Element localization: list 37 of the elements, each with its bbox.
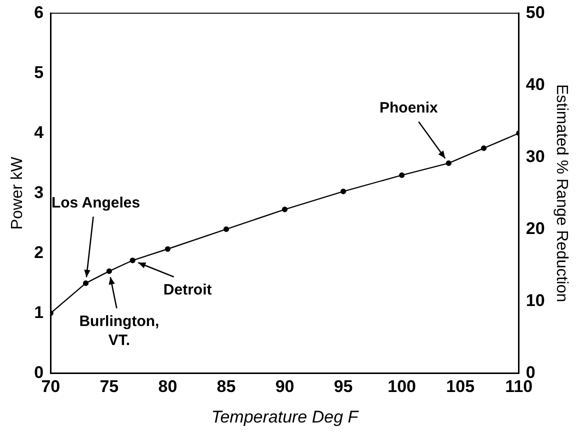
y-axis-title: Power kW — [9, 156, 26, 230]
y2-tick-label: 10 — [526, 290, 545, 310]
point — [223, 226, 230, 232]
point — [164, 246, 171, 252]
annotation: Burlington, VT. — [79, 312, 160, 349]
y2-axis-title: Estimated % Range Reduction — [552, 84, 570, 302]
x-axis-title: Temperature Deg F — [211, 408, 360, 427]
y2-tick-label: 40 — [526, 74, 545, 94]
y2-tick-label: 50 — [526, 2, 545, 22]
x-tick-label: 85 — [216, 377, 236, 396]
annotation: Phoenix — [379, 99, 438, 116]
x-tick-label: 90 — [275, 377, 294, 396]
x-tick-label: 105 — [446, 377, 475, 396]
y-tick-label: 1 — [34, 302, 44, 322]
y-tick-label: 5 — [34, 62, 44, 82]
x-tick-label: 110 — [505, 377, 533, 396]
x-tick-label: 80 — [158, 377, 178, 396]
x-tick-label: 95 — [334, 377, 353, 396]
y-tick-label: 6 — [34, 2, 44, 22]
point — [106, 268, 112, 274]
point — [446, 160, 452, 166]
x-tick-label: 100 — [388, 377, 416, 396]
y-tick-label: 2 — [34, 242, 44, 262]
point — [282, 206, 288, 212]
annotation: Detroit — [163, 282, 212, 299]
y2-tick-label: 30 — [526, 146, 545, 166]
point — [130, 258, 136, 264]
point — [399, 172, 405, 178]
point — [480, 145, 487, 151]
y-tick-label: 3 — [34, 182, 44, 202]
annotation: Los Angeles — [51, 194, 140, 212]
x-tick-label: 75 — [100, 377, 119, 396]
x-tick-label: 70 — [41, 377, 60, 396]
point — [340, 188, 346, 194]
y2-tick-label: 20 — [526, 218, 545, 238]
y-tick-label: 4 — [34, 122, 44, 142]
point — [82, 280, 89, 286]
